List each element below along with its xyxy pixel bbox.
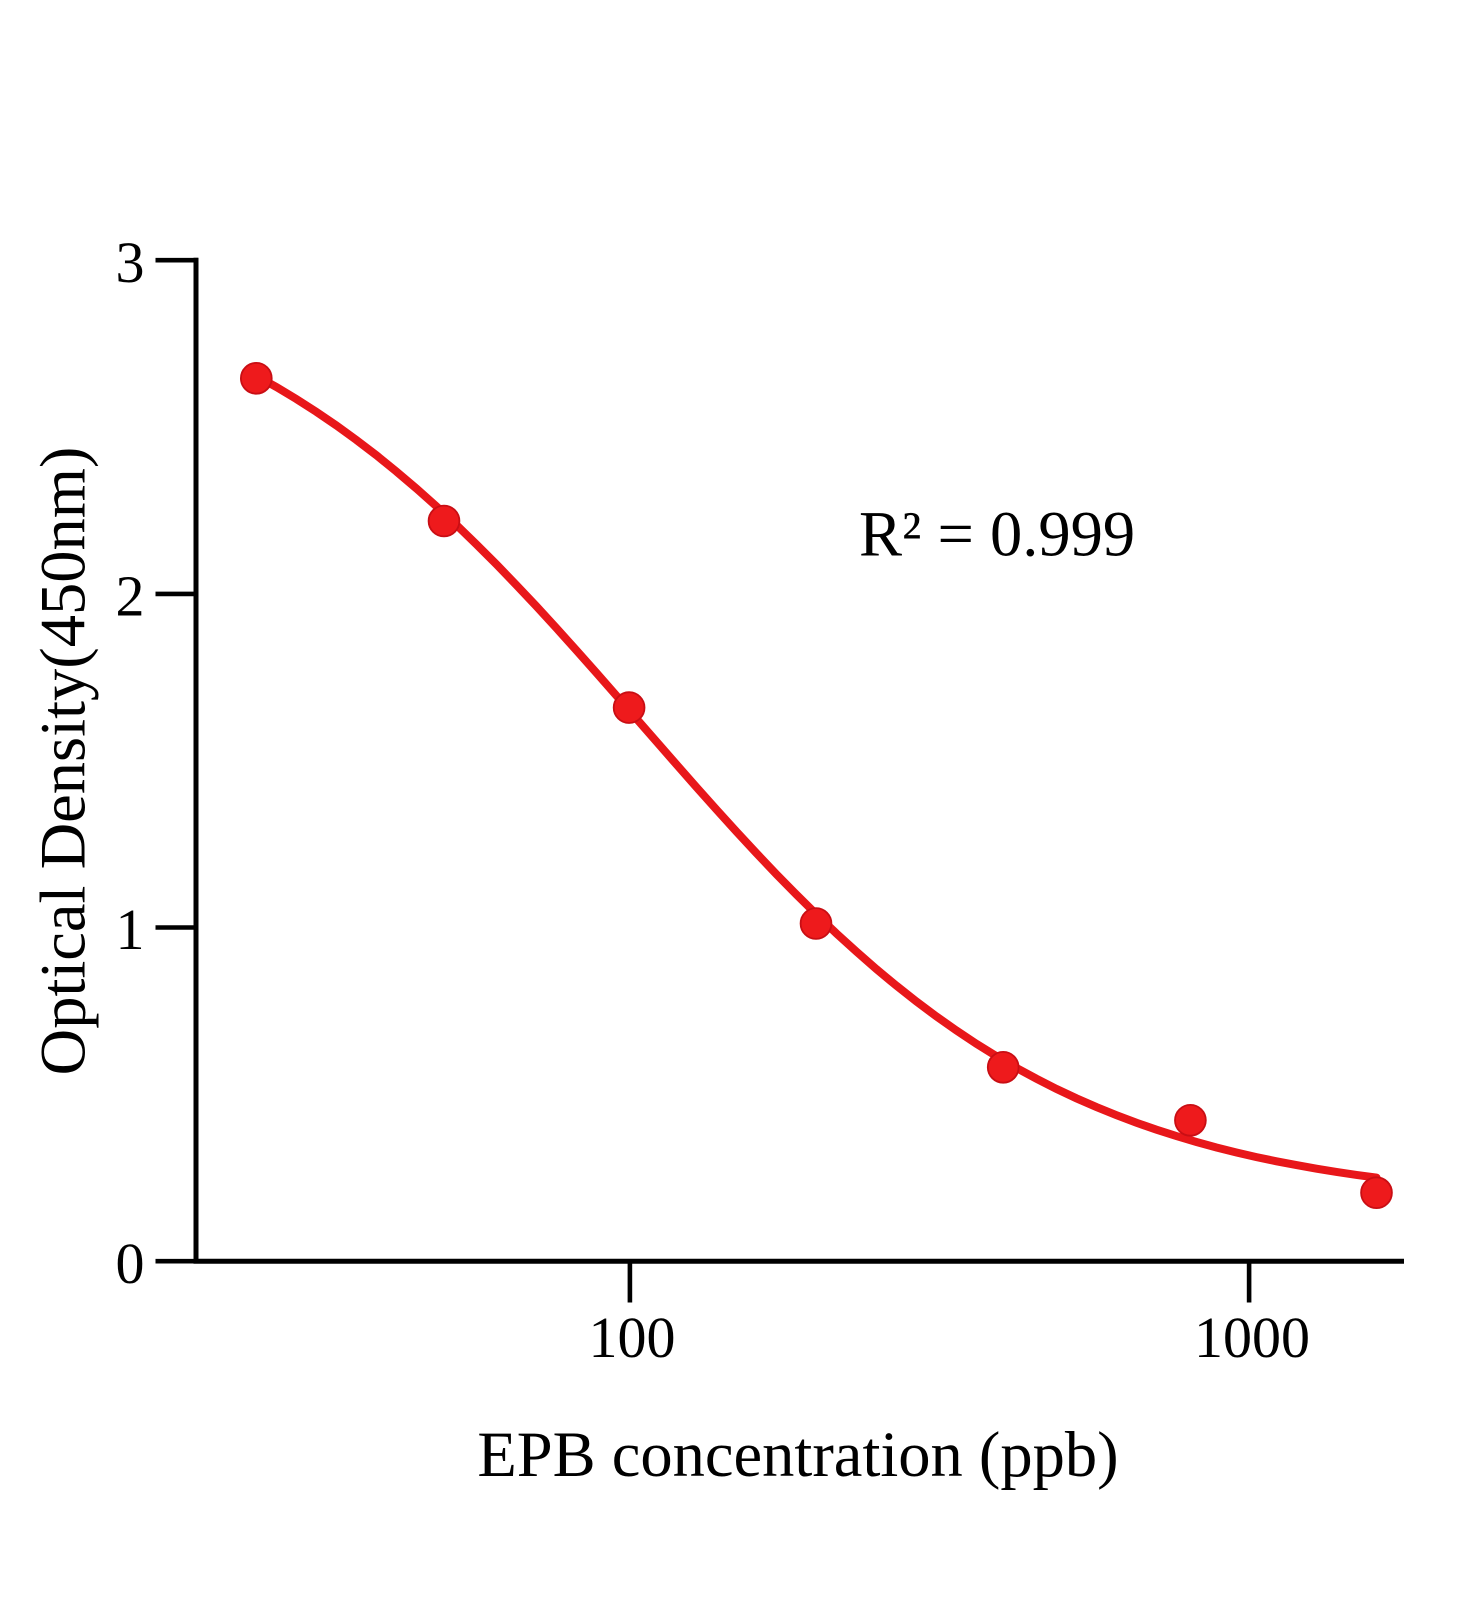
svg-text:EPB concentration (ppb): EPB concentration (ppb) (477, 1419, 1118, 1490)
svg-text:3: 3 (116, 230, 145, 295)
svg-text:100: 100 (589, 1305, 676, 1370)
svg-text:0: 0 (116, 1231, 145, 1296)
svg-text:2: 2 (116, 564, 145, 629)
svg-text:Optical Density(450nm): Optical Density(450nm) (28, 447, 99, 1076)
svg-text:1: 1 (116, 897, 145, 962)
svg-text:R² = 0.999: R² = 0.999 (859, 499, 1135, 570)
svg-text:1000: 1000 (1194, 1305, 1310, 1370)
